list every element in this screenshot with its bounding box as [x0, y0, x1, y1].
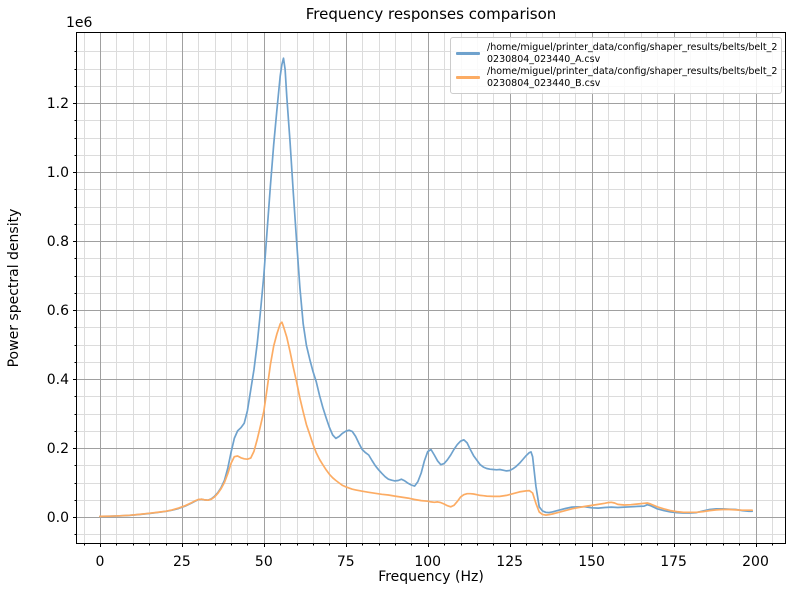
- chart-title: Frequency responses comparison: [305, 5, 557, 23]
- y-tick-label: 0.0: [47, 510, 69, 526]
- x-tick-label: 25: [173, 554, 191, 570]
- legend-entry-belt-a: /home/miguel/printer_data/config/shaper_…: [456, 42, 777, 65]
- y-tick-label: 0.8: [47, 234, 69, 250]
- y-tick-label: 1.2: [47, 96, 69, 112]
- y-tick-label: 1.0: [47, 165, 69, 181]
- legend-label-belt-a-line2: 0230804_023440_A.csv: [487, 53, 601, 65]
- y-tick-label: 0.6: [47, 303, 69, 319]
- legend-label-belt-b: /home/miguel/printer_data/config/shaper_…: [487, 66, 777, 89]
- legend-label-belt-b-line2: 0230804_023440_B.csv: [487, 77, 601, 89]
- legend-label-belt-b-line1: /home/miguel/printer_data/config/shaper_…: [487, 66, 778, 77]
- x-tick-label: 0: [95, 554, 104, 570]
- legend-line-swatch-belt-a: [456, 52, 480, 55]
- legend: /home/miguel/printer_data/config/shaper_…: [450, 37, 782, 94]
- x-tick-label: 125: [496, 554, 523, 570]
- plot-area-background: [77, 33, 785, 543]
- x-tick-label: 75: [337, 554, 355, 570]
- legend-entry-belt-b: /home/miguel/printer_data/config/shaper_…: [456, 66, 777, 89]
- y-axis-label: Power spectral density: [6, 208, 22, 368]
- x-tick-label: 175: [660, 554, 687, 570]
- series-line-belt_b: [99, 321, 754, 518]
- series-line-belt_a: [99, 57, 754, 518]
- x-tick-label: 200: [742, 554, 769, 570]
- x-tick-label: 50: [255, 554, 273, 570]
- y-tick-label: 0.2: [47, 441, 69, 457]
- x-axis-label: Frequency (Hz): [378, 569, 484, 585]
- legend-line-swatch-belt-b: [456, 76, 480, 79]
- x-tick-label: 150: [578, 554, 605, 570]
- legend-label-belt-a-line1: /home/miguel/printer_data/config/shaper_…: [487, 42, 778, 53]
- x-tick-label: 100: [414, 554, 441, 570]
- y-axis-offset-label: 1e6: [66, 15, 93, 31]
- y-tick-label: 0.4: [47, 372, 69, 388]
- plot-border: [76, 32, 786, 544]
- legend-label-belt-a: /home/miguel/printer_data/config/shaper_…: [487, 42, 777, 65]
